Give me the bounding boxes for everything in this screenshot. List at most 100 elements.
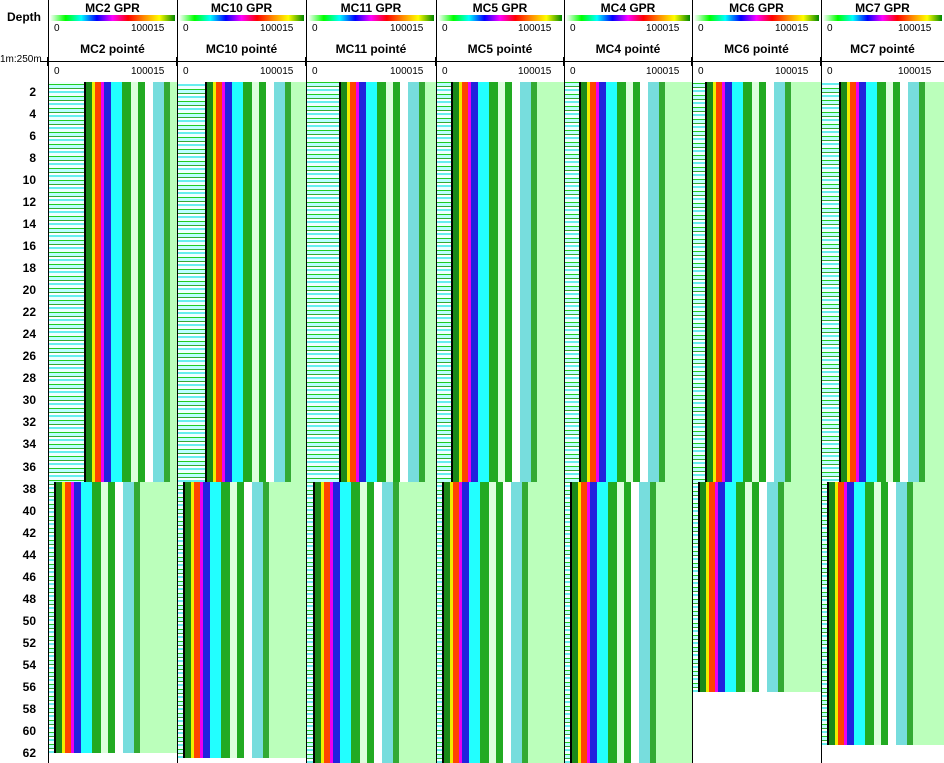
- scale-min: 0: [827, 23, 833, 34]
- scale-line: [821, 61, 944, 62]
- scale-line: [306, 61, 436, 62]
- scale-min: 0: [183, 23, 189, 34]
- depth-tick: 18: [22, 261, 36, 276]
- depth-tick: 56: [22, 679, 36, 694]
- scale-min: 0: [183, 66, 189, 77]
- scale-max: 100015: [646, 23, 680, 34]
- scale-max: 100015: [131, 66, 165, 77]
- depth-tick: 44: [22, 547, 36, 562]
- scale-max: 100015: [898, 23, 932, 34]
- depth-tick: 38: [22, 481, 36, 496]
- scale-min: 0: [827, 66, 833, 77]
- depth-tick: 58: [22, 701, 36, 716]
- scale-max: 100015: [390, 66, 424, 77]
- scale-label: 1m:250m: [0, 54, 42, 65]
- depth-tick: 8: [29, 151, 36, 166]
- color-scale: [823, 15, 942, 21]
- track-title: MC4 GPR: [600, 1, 656, 15]
- depth-tick: 20: [22, 283, 36, 298]
- scale-max: 100015: [518, 66, 552, 77]
- track-border: [48, 0, 49, 763]
- gpr-signal: [705, 82, 821, 482]
- scale-line: [692, 61, 821, 62]
- track-title: MC5 GPR: [472, 1, 528, 15]
- depth-tick: 36: [22, 459, 36, 474]
- scale-min: 0: [312, 23, 318, 34]
- gpr-signal: [579, 82, 692, 482]
- scale-min: 0: [442, 23, 448, 34]
- scale-max: 100015: [775, 66, 809, 77]
- track-border: [692, 0, 693, 763]
- depth-tick: 12: [22, 195, 36, 210]
- track-title: MC7 pointé: [850, 42, 915, 56]
- scale-min: 0: [54, 23, 60, 34]
- track-title: MC5 pointé: [467, 42, 533, 56]
- track-border: [564, 0, 565, 763]
- scale-max: 100015: [518, 23, 552, 34]
- depth-tick: 50: [22, 613, 36, 628]
- depth-tick: 48: [22, 591, 36, 606]
- gpr-signal: [205, 82, 306, 482]
- depth-tick: 16: [22, 239, 36, 254]
- depth-tick: 26: [22, 349, 36, 364]
- track-title: MC2 pointé: [80, 42, 145, 56]
- color-scale: [694, 15, 819, 21]
- color-scale: [308, 15, 434, 21]
- scale-line: [40, 61, 48, 62]
- track-title: MC6 GPR: [729, 1, 784, 15]
- depth-tick: 10: [22, 173, 36, 188]
- scale-min: 0: [570, 23, 576, 34]
- scale-line: [177, 61, 306, 62]
- depth-tick: 62: [22, 745, 36, 760]
- scale-min: 0: [698, 66, 704, 77]
- scale-max: 100015: [775, 23, 809, 34]
- gpr-signal: [827, 482, 944, 745]
- depth-tick: 22: [22, 305, 36, 320]
- scale-min: 0: [570, 66, 576, 77]
- depth-tick: 32: [22, 415, 36, 430]
- depth-tick: 6: [29, 129, 36, 144]
- depth-tick: 30: [22, 393, 36, 408]
- scale-max: 100015: [131, 23, 165, 34]
- track-border: [821, 0, 822, 763]
- depth-tick: 60: [22, 723, 36, 738]
- gpr-signal: [54, 482, 177, 753]
- track-title: MC7 GPR: [855, 1, 910, 15]
- scale-max: 100015: [646, 66, 680, 77]
- scale-min: 0: [54, 66, 60, 77]
- gpr-signal: [84, 82, 177, 482]
- depth-tick: 40: [22, 503, 36, 518]
- gpr-signal: [839, 82, 944, 482]
- track-title: MC4 pointé: [595, 42, 661, 56]
- gpr-signal: [698, 482, 821, 692]
- color-scale: [566, 15, 690, 21]
- depth-tick: 42: [22, 525, 36, 540]
- gpr-signal: [339, 82, 436, 482]
- depth-label: Depth: [7, 10, 41, 24]
- scale-max: 100015: [390, 23, 424, 34]
- track-title: MC10 pointé: [205, 42, 278, 56]
- scale-min: 0: [442, 66, 448, 77]
- scale-line: [564, 61, 692, 62]
- scale-min: 0: [312, 66, 318, 77]
- depth-tick: 14: [22, 217, 36, 232]
- depth-tick: 4: [29, 107, 36, 122]
- depth-tick: 2: [29, 85, 36, 99]
- track-title: MC10 GPR: [210, 1, 273, 15]
- track-border: [177, 0, 178, 763]
- color-scale: [438, 15, 562, 21]
- track-title: MC2 GPR: [85, 1, 140, 15]
- gpr-signal: [442, 482, 564, 763]
- scale-line: [436, 61, 564, 62]
- gpr-signal: [451, 82, 564, 482]
- track-border: [436, 0, 437, 763]
- color-scale: [50, 15, 175, 21]
- scale-max: 100015: [260, 66, 294, 77]
- depth-tick: 54: [22, 657, 36, 672]
- scale-line: [48, 61, 177, 62]
- track-title: MC6 pointé: [724, 42, 789, 56]
- track-title: MC11 GPR: [340, 1, 402, 15]
- depth-tick: 34: [22, 437, 36, 452]
- scale-max: 100015: [260, 23, 294, 34]
